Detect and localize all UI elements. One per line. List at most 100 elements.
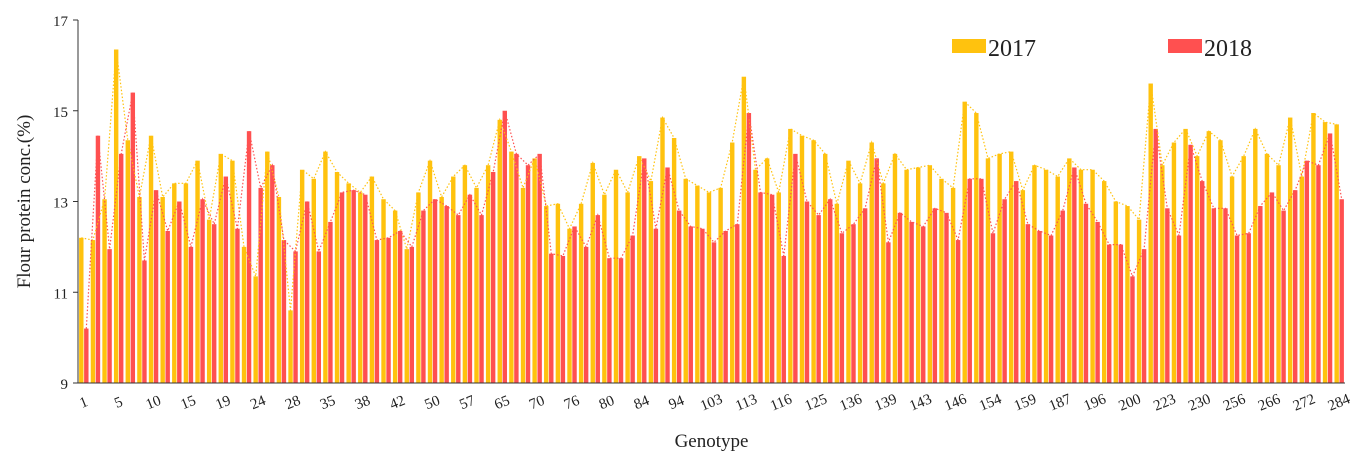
x-tick-label: 113: [733, 391, 759, 414]
bar: [1327, 133, 1333, 383]
bar: [409, 246, 414, 383]
bar: [730, 142, 735, 383]
bar: [811, 140, 816, 383]
legend-swatch: [1168, 39, 1202, 53]
bar: [776, 192, 781, 383]
bar: [583, 246, 589, 383]
bar: [1009, 151, 1014, 383]
bar: [595, 215, 600, 383]
x-tick-label: 266: [1256, 391, 1283, 414]
bar: [753, 169, 758, 383]
bar: [625, 192, 630, 383]
bar: [1200, 181, 1205, 383]
bar: [1060, 210, 1065, 383]
legend-swatch: [952, 39, 986, 53]
bar: [676, 210, 682, 383]
bar: [1339, 199, 1344, 383]
bar: [793, 153, 798, 383]
bar: [962, 101, 967, 384]
x-tick-label: 159: [1012, 391, 1039, 414]
bar: [270, 165, 275, 383]
bar: [916, 167, 921, 383]
bar: [299, 169, 305, 383]
x-tick-label: 139: [872, 391, 899, 414]
bar: [741, 76, 747, 383]
bar: [1311, 113, 1316, 384]
bar: [346, 183, 351, 383]
x-tick-label: 15: [178, 393, 198, 413]
bar: [444, 206, 449, 383]
bar: [874, 158, 879, 383]
bar: [1032, 165, 1037, 383]
bar: [125, 140, 131, 383]
bar: [1316, 165, 1321, 383]
bar: [246, 131, 252, 383]
bar: [560, 255, 566, 383]
x-tick-label: 272: [1291, 391, 1318, 414]
bar: [253, 276, 258, 383]
bar: [653, 228, 659, 383]
bar: [107, 249, 112, 383]
bar: [834, 203, 840, 383]
x-tick-label: 94: [667, 393, 687, 414]
bar: [602, 194, 607, 383]
bar: [711, 242, 717, 383]
x-tick-label: 10: [144, 393, 164, 413]
bar: [799, 135, 805, 383]
bar: [230, 160, 235, 383]
bar: [1020, 190, 1026, 383]
x-tick-label: 146: [942, 391, 969, 414]
bar: [206, 219, 212, 383]
bar: [316, 251, 322, 383]
bar: [544, 206, 549, 383]
bar: [897, 212, 903, 383]
bar: [142, 260, 147, 383]
bar: [223, 176, 229, 383]
bar: [927, 165, 933, 383]
bar: [1287, 117, 1293, 384]
bar: [706, 192, 712, 383]
bar: [102, 199, 107, 383]
bar: [1258, 206, 1263, 383]
bar: [886, 242, 891, 383]
x-tick-label: 28: [283, 393, 303, 413]
bar: [1229, 176, 1235, 383]
bar: [555, 203, 561, 383]
x-tick-label: 103: [698, 391, 725, 414]
bar: [148, 135, 154, 383]
bar: [386, 237, 391, 383]
bar: [1037, 230, 1042, 383]
x-tick-label: 35: [318, 393, 338, 413]
bar: [1176, 235, 1182, 383]
bar: [177, 201, 182, 383]
bar: [195, 160, 200, 383]
bar: [967, 178, 972, 383]
bar: [1160, 165, 1165, 383]
bar: [1078, 169, 1084, 383]
bar: [1304, 160, 1310, 383]
bar: [939, 178, 944, 383]
legend-label: 2018: [1204, 36, 1252, 62]
bar: [183, 183, 189, 383]
bar: [392, 210, 398, 383]
bar: [1113, 201, 1119, 383]
bar: [1188, 144, 1193, 383]
bar: [630, 235, 635, 383]
bar: [474, 187, 479, 383]
bar: [537, 153, 542, 383]
bar: [862, 208, 868, 383]
bar: [769, 194, 775, 383]
x-tick-label: 65: [492, 393, 512, 413]
bar: [823, 153, 828, 383]
bar: [258, 187, 263, 383]
bar: [374, 240, 380, 383]
bar: [735, 224, 740, 383]
bar: [828, 199, 833, 383]
bar: [520, 187, 526, 383]
bar: [1136, 219, 1142, 383]
bar: [241, 246, 247, 383]
bar: [532, 158, 537, 383]
bar: [851, 224, 856, 383]
bar: [1048, 235, 1054, 383]
bar: [200, 199, 205, 383]
